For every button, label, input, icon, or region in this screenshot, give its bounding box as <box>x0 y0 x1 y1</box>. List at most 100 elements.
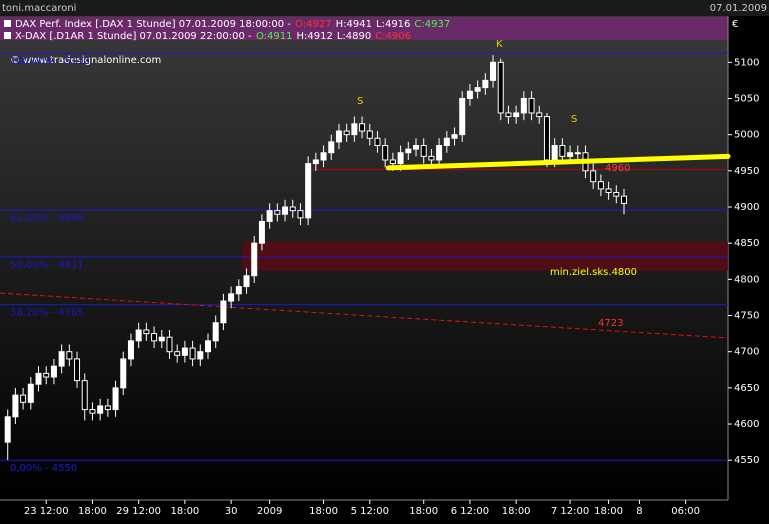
x-tick-label: 06:00 <box>671 506 700 517</box>
candle-body <box>58 351 65 367</box>
candle-body <box>559 145 566 157</box>
candle-body <box>66 351 73 360</box>
legend-close: C:4937 <box>414 19 450 30</box>
candle-body <box>621 195 627 204</box>
candle-body <box>613 192 620 197</box>
candle-body <box>158 336 165 342</box>
y-tick-label: 4850 <box>734 238 759 249</box>
candle-body <box>428 155 435 161</box>
candle-body <box>104 405 111 411</box>
y-tick-label: 4900 <box>734 202 759 213</box>
candle-body <box>35 372 42 385</box>
candle-body <box>143 329 150 335</box>
legend-high: H:4941 <box>336 19 372 30</box>
fib-label: 100,00% - 5113 <box>10 56 90 67</box>
x-tick-label: 8 <box>636 506 642 517</box>
candle-body <box>266 210 273 222</box>
x-tick-label: 18:00 <box>78 506 107 517</box>
candle-body <box>235 286 242 295</box>
candle-body <box>574 152 581 155</box>
legend-open: O:4927 <box>295 19 332 30</box>
candle-body <box>289 206 296 212</box>
legend-swatch <box>4 20 11 27</box>
x-tick-label: 2009 <box>257 506 282 517</box>
candle-body <box>320 152 327 161</box>
candle-body <box>243 275 250 288</box>
candle-body <box>513 112 520 118</box>
legend-box <box>0 17 728 40</box>
legend-high: H:4912 <box>296 31 332 42</box>
legend-name: X-DAX [.D1AR 1 Stunde] 07.01.2009 22:00:… <box>15 31 252 42</box>
candle-body <box>120 358 127 389</box>
candle-body <box>205 340 211 353</box>
y-tick-label: 4650 <box>734 383 759 394</box>
annotation: S <box>571 114 577 125</box>
candle-body <box>151 333 158 342</box>
candle-body <box>305 163 312 219</box>
x-tick-label: 30 <box>225 506 238 517</box>
candle-body <box>351 123 358 136</box>
currency: € <box>732 19 738 30</box>
candle-body <box>43 372 50 378</box>
candle-body <box>397 152 404 165</box>
candle-body <box>482 79 489 89</box>
candle-body <box>451 134 458 139</box>
x-tick-label: 18:00 <box>409 506 438 517</box>
legend-name: DAX Perf. Index [.DAX 1 Stunde] 07.01.20… <box>15 19 291 30</box>
candle-body <box>505 112 512 118</box>
candle-body <box>181 347 188 356</box>
x-tick-label: 18:00 <box>309 506 338 517</box>
annotation: 4723 <box>598 318 623 329</box>
candle-body <box>520 97 527 114</box>
candle-body <box>274 210 281 215</box>
candle-body <box>127 340 134 360</box>
candle-body <box>4 416 11 443</box>
y-tick-label: 4600 <box>734 419 759 430</box>
y-tick-label: 4550 <box>734 455 759 466</box>
legend-low: L:4916 <box>376 19 410 30</box>
candle-body <box>528 97 535 114</box>
legend-entry: X-DAX [.D1AR 1 Stunde] 07.01.2009 22:00:… <box>15 31 411 42</box>
x-tick-label: 18:00 <box>170 506 199 517</box>
legend-swatch <box>4 32 11 39</box>
candle-body <box>174 351 181 356</box>
candle-body <box>297 210 304 219</box>
candle-body <box>197 351 204 360</box>
candle-body <box>12 394 19 418</box>
candle-body <box>74 358 81 382</box>
annotation: 4960 <box>605 163 630 174</box>
y-tick-label: 4700 <box>734 347 759 358</box>
x-tick-label: 18:00 <box>594 506 623 517</box>
candle-body <box>312 159 319 165</box>
fib-label: 0,00% - 4550 <box>10 463 77 474</box>
candle-body <box>382 145 389 161</box>
candle-body <box>166 336 173 353</box>
candle-body <box>228 293 235 302</box>
y-tick-label: 5000 <box>734 130 759 141</box>
candle-body <box>389 159 396 165</box>
trendline <box>0 292 729 339</box>
candle-body <box>335 130 342 143</box>
candle-body <box>27 383 34 403</box>
x-tick-label: 29 12:00 <box>116 506 161 517</box>
candle-body <box>605 188 612 194</box>
candle-body <box>251 242 258 277</box>
candle-body <box>497 61 504 114</box>
y-tick-label: 5050 <box>734 93 759 104</box>
x-tick-label: 18:00 <box>502 506 531 517</box>
candle-body <box>212 322 219 342</box>
legend-low: L:4890 <box>337 31 371 42</box>
legend-entry: DAX Perf. Index [.DAX 1 Stunde] 07.01.20… <box>15 19 450 30</box>
target-zone <box>242 241 728 271</box>
candle-body <box>443 137 450 147</box>
legend-close: C:4906 <box>375 31 411 42</box>
candle-body <box>189 347 196 360</box>
y-tick-label: 5100 <box>734 57 759 68</box>
x-tick-label: 6 12:00 <box>451 506 489 517</box>
candle-body <box>359 123 366 132</box>
candle-body <box>413 145 419 150</box>
x-tick-label: 7 12:00 <box>551 506 589 517</box>
candle-body <box>81 380 88 411</box>
window-title: toni.maccaroni <box>2 3 76 14</box>
y-tick-label: 4750 <box>734 311 759 322</box>
